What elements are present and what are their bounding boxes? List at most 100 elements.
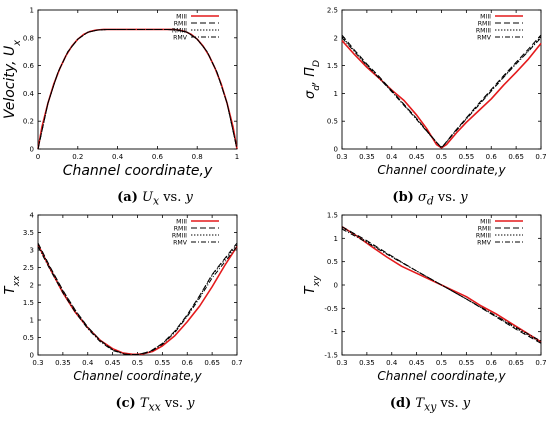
y-tick-label: 3.5 bbox=[23, 229, 34, 237]
y-tick-label: 0 bbox=[30, 146, 34, 154]
caption-c: (c) Txx vs. y bbox=[60, 396, 250, 414]
y-tick-label: 2 bbox=[334, 34, 338, 42]
legend-label: RMV bbox=[173, 239, 188, 246]
x-tick-label: 0.3 bbox=[32, 359, 43, 367]
legend-label: RMIII bbox=[172, 27, 187, 34]
y-tick-label: 1 bbox=[334, 235, 338, 243]
x-tick-label: 0.3 bbox=[336, 359, 347, 367]
legend-label: RMIII bbox=[476, 27, 491, 34]
series-line-rmiii bbox=[341, 36, 542, 149]
caption-c-yvar: y bbox=[187, 396, 195, 411]
caption-d-tag: (d) bbox=[389, 396, 412, 411]
x-tick-label: 0.7 bbox=[231, 359, 242, 367]
legend-label: RMV bbox=[477, 34, 492, 41]
plot-frame bbox=[37, 9, 238, 150]
plot-frame bbox=[37, 214, 238, 356]
caption-d-rest: vs. bbox=[436, 396, 463, 411]
series-line-rmii bbox=[341, 34, 542, 149]
plot-frame bbox=[341, 9, 542, 150]
caption-c-var: T bbox=[139, 396, 149, 411]
y-axis-label: Txy bbox=[303, 275, 322, 294]
x-axis-label: Channel coordinate,y bbox=[377, 163, 506, 177]
y-tick-label: 2 bbox=[30, 282, 34, 290]
legend-label: RMII bbox=[478, 20, 491, 27]
y-tick-label: 0 bbox=[334, 282, 338, 290]
y-tick-label: 1.5 bbox=[327, 212, 338, 220]
caption-b-yvar: y bbox=[460, 190, 468, 205]
x-tick-label: 0.6 bbox=[486, 359, 498, 367]
caption-d-sub: xy bbox=[424, 400, 437, 414]
x-tick-label: 0.7 bbox=[535, 153, 546, 161]
x-tick-label: 0 bbox=[36, 153, 40, 161]
caption-c-sub: xx bbox=[148, 400, 161, 414]
y-tick-label: 0.5 bbox=[327, 258, 338, 266]
y-axis-label: σd, ΠD bbox=[303, 60, 322, 99]
y-tick-label: 3 bbox=[30, 247, 34, 255]
x-tick-label: 0.6 bbox=[486, 153, 498, 161]
y-tick-label: -1 bbox=[331, 328, 338, 336]
chart-b: 0.3 0.35 0.4 0.45 0.5 0.55 0.6 0.65 0.7 0 0.5 1 1.5 2… bbox=[303, 7, 547, 178]
y-tick-label: 0.6 bbox=[23, 62, 35, 70]
x-tick-label: 0.6 bbox=[182, 359, 194, 367]
x-tick-label: 0.7 bbox=[535, 359, 546, 367]
y-tick-label: 0.2 bbox=[23, 118, 34, 126]
x-axis-label: Channel coordinate,y bbox=[377, 369, 506, 383]
x-tick-label: 0.3 bbox=[336, 153, 347, 161]
legend-label: RMII bbox=[478, 225, 491, 232]
y-tick-label: -1.5 bbox=[324, 352, 338, 360]
x-tick-label: 0.45 bbox=[105, 359, 121, 367]
caption-a-sub: x bbox=[152, 194, 160, 208]
x-tick-label: 0.4 bbox=[386, 153, 398, 161]
x-tick-label: 0.45 bbox=[409, 153, 425, 161]
series-line-rmv bbox=[341, 37, 542, 149]
series-line-rmv bbox=[341, 228, 542, 342]
y-tick-label: -0.5 bbox=[324, 305, 338, 313]
caption-d: (d) Txy vs. y bbox=[335, 396, 525, 414]
x-axis-label: Channel coordinate,y bbox=[73, 369, 202, 383]
series-line-rmii bbox=[37, 28, 238, 150]
x-tick-label: 0.65 bbox=[508, 359, 524, 367]
x-tick-label: 0.65 bbox=[204, 359, 220, 367]
chart-d: 0.3 0.35 0.4 0.45 0.5 0.55 0.6 0.65 0.7 -1.5 -1 -0.… bbox=[303, 212, 547, 384]
x-tick-label: 0.35 bbox=[359, 153, 375, 161]
series-line-rmiii bbox=[37, 28, 238, 150]
legend-label: MIII bbox=[176, 218, 187, 225]
y-tick-label: 0.8 bbox=[23, 34, 34, 42]
x-tick-label: 0.5 bbox=[436, 153, 447, 161]
y-tick-label: 0.5 bbox=[327, 118, 338, 126]
y-tick-label: 1.5 bbox=[327, 62, 338, 70]
x-tick-label: 0.45 bbox=[409, 359, 425, 367]
y-tick-label: 1 bbox=[30, 7, 34, 15]
x-tick-label: 0.55 bbox=[155, 359, 171, 367]
caption-a: (a) Ux vs. y bbox=[60, 190, 250, 208]
series-line-rmiii bbox=[37, 244, 238, 356]
x-tick-label: 0.55 bbox=[459, 153, 475, 161]
caption-b-rest: vs. bbox=[433, 190, 461, 205]
x-tick-label: 0.4 bbox=[386, 359, 398, 367]
x-tick-label: 0.2 bbox=[72, 153, 83, 161]
y-tick-label: 2.5 bbox=[23, 264, 34, 272]
caption-a-yvar: y bbox=[185, 190, 193, 205]
caption-b-var: σ bbox=[417, 190, 427, 205]
x-axis-label: Channel coordinate,y bbox=[63, 163, 213, 179]
x-tick-label: 0.4 bbox=[82, 359, 94, 367]
legend-label: RMII bbox=[174, 225, 187, 232]
y-tick-label: 0.4 bbox=[23, 90, 35, 98]
caption-d-yvar: y bbox=[462, 396, 471, 411]
series-line-rmv bbox=[37, 246, 238, 356]
series-line-rmii bbox=[341, 226, 542, 344]
caption-a-var: U bbox=[142, 190, 153, 205]
legend-label: RMIII bbox=[172, 232, 187, 239]
y-tick-label: 1.5 bbox=[23, 299, 34, 307]
series-line-miii bbox=[37, 244, 238, 356]
chart-c: 0.3 0.35 0.4 0.45 0.5 0.55 0.6 0.65 0.7 0 0.5 1 1.5 2… bbox=[3, 212, 243, 384]
caption-a-tag: (a) bbox=[117, 190, 138, 205]
y-tick-label: 2.5 bbox=[327, 7, 338, 15]
legend-label: MIII bbox=[176, 13, 187, 20]
x-tick-label: 0.5 bbox=[132, 359, 143, 367]
x-tick-label: 1 bbox=[235, 153, 239, 161]
y-tick-label: 4 bbox=[30, 212, 35, 220]
y-axis-label: Txx bbox=[3, 275, 22, 294]
